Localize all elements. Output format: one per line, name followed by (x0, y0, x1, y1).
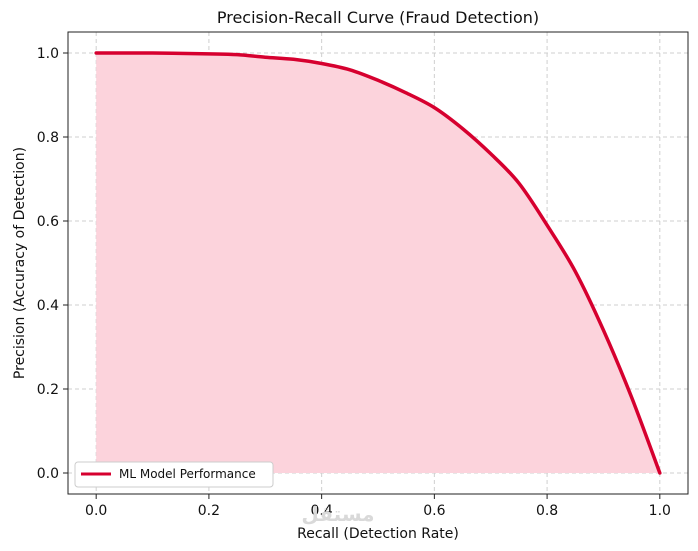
chart-title: Precision-Recall Curve (Fraud Detection) (217, 8, 539, 27)
legend: ML Model Performance (74, 461, 274, 488)
y-tick-label-1: 0.2 (37, 382, 59, 398)
area-ml-model-performance (96, 52, 660, 474)
x-tick-label-5: 1.0 (649, 503, 671, 519)
y-tick-label-3: 0.6 (37, 214, 59, 230)
y-axis-label: Precision (Accuracy of Detection) (12, 147, 28, 379)
x-tick-label-0: 0.0 (85, 503, 107, 519)
y-tick-label-2: 0.4 (37, 298, 59, 314)
x-axis-ticks: 0.0 0.2 0.4 0.6 0.8 1.0 (85, 494, 671, 519)
x-tick-label-4: 0.8 (536, 503, 558, 519)
y-tick-label-0: 0.0 (37, 466, 59, 482)
y-axis-ticks: 0.0 0.2 0.4 0.6 0.8 1.0 (37, 46, 68, 482)
legend-label-ml-model-performance: ML Model Performance (119, 467, 256, 481)
y-tick-label-5: 1.0 (37, 46, 59, 62)
plot-frame (67, 31, 689, 495)
y-tick-label-4: 0.8 (37, 130, 59, 146)
x-axis-label: Recall (Detection Rate) (297, 526, 459, 542)
series-line-ml-model-performance (94, 51, 662, 475)
x-tick-label-2: 0.4 (311, 503, 333, 519)
line-layer (94, 51, 662, 475)
x-tick-label-1: 0.2 (198, 503, 220, 519)
legend-box (74, 461, 274, 488)
x-tick-label-3: 0.6 (423, 503, 445, 519)
area-layer (96, 52, 660, 474)
watermark-text: مستقل (301, 502, 374, 526)
